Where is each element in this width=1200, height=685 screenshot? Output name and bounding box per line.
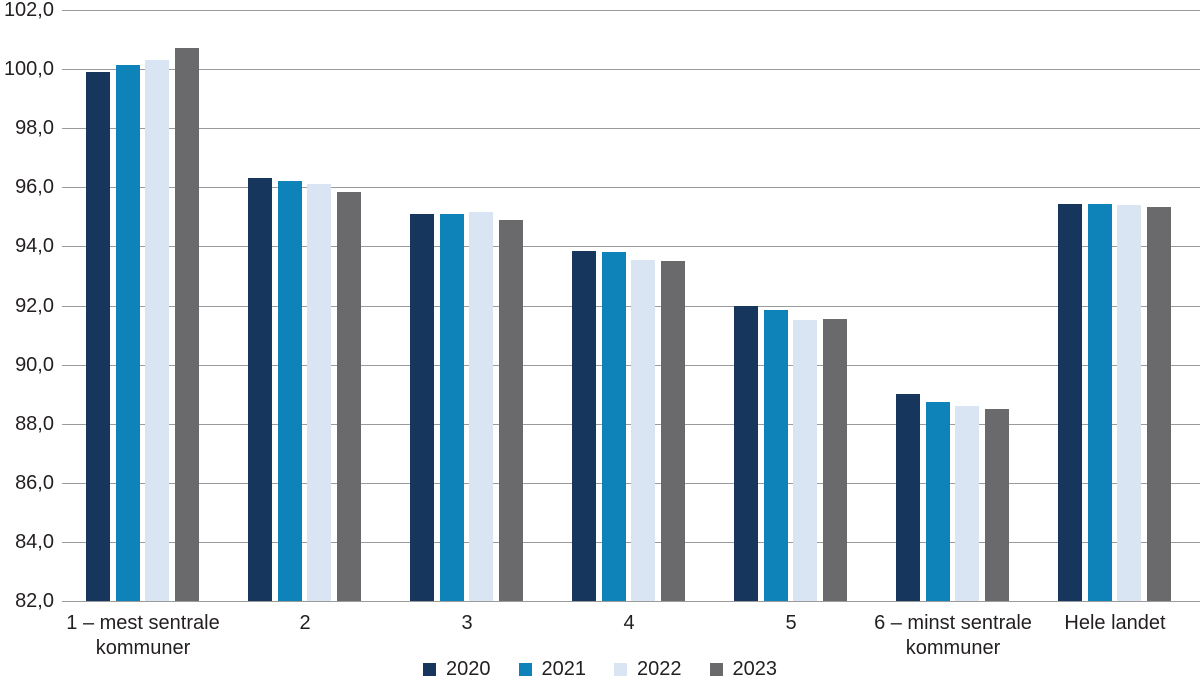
legend-swatch-icon xyxy=(423,662,436,676)
category-label: 2 xyxy=(299,612,311,634)
legend-label: 2020 xyxy=(446,658,491,680)
y-axis-tick-label: 94,0 xyxy=(15,235,54,258)
bar-2020-group-4 xyxy=(572,250,596,601)
gridline xyxy=(62,187,1200,189)
bar-2020-group-3 xyxy=(410,213,434,601)
bar-2023-group-1 xyxy=(175,48,200,601)
bar-2020-group-1 xyxy=(86,72,110,601)
gridline xyxy=(62,423,1200,425)
bar-2023-group-5 xyxy=(823,318,848,601)
gridline xyxy=(62,482,1200,484)
bar-2021-group-7 xyxy=(1087,203,1112,601)
legend-swatch-icon xyxy=(709,662,723,676)
legend-item-2021: 2021 xyxy=(518,657,587,681)
gridline xyxy=(62,364,1200,366)
bar-2022-group-5 xyxy=(793,320,818,601)
bar-2023-group-7 xyxy=(1147,206,1172,601)
legend-label: 2022 xyxy=(637,658,682,680)
legend-swatch-icon xyxy=(614,662,627,676)
category-label: 5 xyxy=(785,612,797,634)
bar-2020-group-7 xyxy=(1058,203,1082,601)
bar-2022-group-4 xyxy=(631,259,656,601)
bar-2022-group-7 xyxy=(1117,205,1142,601)
legend-label: 2023 xyxy=(732,658,778,680)
category-label: 4 xyxy=(623,612,635,634)
y-axis-tick-label: 90,0 xyxy=(15,353,54,376)
legend-swatch-icon xyxy=(518,662,532,676)
bar-2021-group-4 xyxy=(601,252,626,601)
bar-2021-group-2 xyxy=(277,181,302,601)
bar-2021-group-3 xyxy=(439,213,464,601)
legend-item-2023: 2023 xyxy=(709,657,778,681)
bar-2023-group-6 xyxy=(985,408,1010,601)
bar-2023-group-2 xyxy=(337,191,362,601)
bar-2020-group-6 xyxy=(896,394,920,601)
y-axis-tick-label: 92,0 xyxy=(15,294,54,317)
y-axis-tick-label: 82,0 xyxy=(15,590,54,612)
legend-item-2020: 2020 xyxy=(423,657,491,681)
y-axis-tick-label: 100,0 xyxy=(3,58,54,81)
bar-2023-group-3 xyxy=(499,219,524,601)
category-label: 3 xyxy=(461,612,473,634)
chart-legend: 2020 2021 2022 2023 xyxy=(0,657,1200,681)
gridline xyxy=(62,246,1200,248)
legend-item-2022: 2022 xyxy=(614,657,682,681)
bar-2022-group-3 xyxy=(469,212,494,601)
gridline xyxy=(62,128,1200,130)
bar-2023-group-4 xyxy=(661,261,686,601)
bar-2022-group-6 xyxy=(955,405,980,601)
bar-2021-group-1 xyxy=(115,64,140,601)
gridline xyxy=(62,601,1200,602)
y-axis-tick-label: 102,0 xyxy=(3,0,54,21)
bar-2021-group-5 xyxy=(763,309,788,601)
y-axis-tick-label: 98,0 xyxy=(15,117,54,140)
legend-label: 2021 xyxy=(541,658,587,680)
y-axis-tick-label: 96,0 xyxy=(15,176,54,199)
category-label: 6 – minst sentrale kommuner xyxy=(874,612,1032,659)
y-axis-tick-label: 84,0 xyxy=(15,530,54,553)
y-axis-tick-label: 88,0 xyxy=(15,412,54,435)
gridline xyxy=(62,69,1200,71)
y-axis-tick-label: 86,0 xyxy=(15,471,54,494)
bar-2022-group-1 xyxy=(145,60,170,601)
gridline xyxy=(62,305,1200,307)
gridline xyxy=(62,10,1200,11)
bar-2020-group-5 xyxy=(734,305,758,601)
bar-2021-group-6 xyxy=(925,401,950,601)
gridline xyxy=(62,541,1200,543)
category-label: Hele landet xyxy=(1064,612,1166,634)
bar-2022-group-2 xyxy=(307,184,332,601)
category-label: 1 – mest sentrale kommuner xyxy=(66,612,220,659)
bar-2020-group-2 xyxy=(248,178,272,601)
